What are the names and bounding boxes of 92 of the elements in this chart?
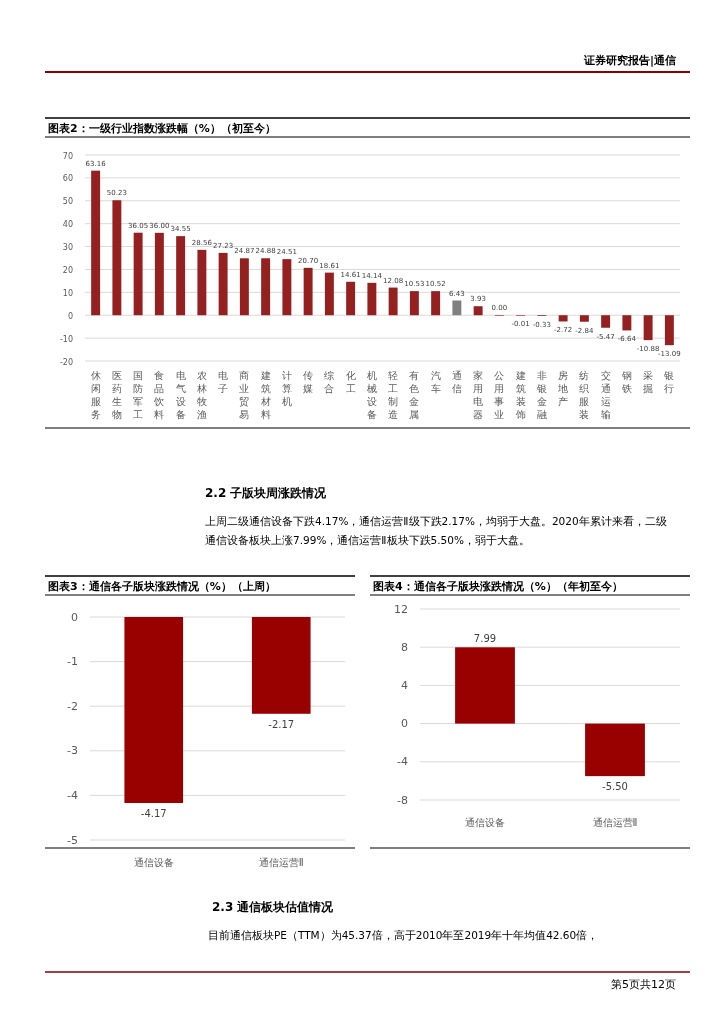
- x-tick-label: 有色金属: [409, 370, 420, 420]
- y-tick-label: -1: [67, 655, 78, 669]
- x-tick-label: 国防军工: [133, 370, 144, 420]
- y-tick-label: -3: [67, 744, 78, 758]
- y-tick-label: -5: [67, 833, 78, 847]
- x-tick-label: 医药生物: [111, 370, 122, 420]
- x-tick-label: 家用电器: [473, 370, 484, 420]
- y-tick-label: -4: [397, 755, 408, 769]
- text: 目前通信板块PE（TTM）为45.37倍，高于2010年至2019年十年均值42.60倍，: [208, 929, 599, 941]
- y-tick-label: 0: [401, 717, 408, 731]
- bar: [346, 281, 356, 316]
- x-tick-label: 化工: [345, 370, 356, 394]
- data-label: 7.99: [473, 633, 497, 645]
- y-tick-label: 8: [401, 640, 408, 654]
- text: 2.2 子版块周涨跌情况: [205, 486, 328, 500]
- y-tick-label: 12: [394, 602, 408, 616]
- text: 上周二级通信设备下跌4.17%，通信运营Ⅱ级下跌2.17%，均弱于大盘。2020年累计来看，二级通信设备板块上涨7.99%，通信运营Ⅱ板块下跌5.50%，弱于大盘。: [205, 515, 667, 546]
- y-tick-label: 0: [71, 610, 78, 624]
- text: 证券研究报告|通信: [582, 54, 676, 67]
- x-tick-label: 银行: [663, 370, 675, 394]
- y-tick-label: 70: [62, 151, 73, 161]
- x-tick-label: 通信: [451, 370, 462, 394]
- x-tick-label: 休闲服务: [90, 370, 101, 420]
- y-tick-label: 0: [67, 311, 73, 321]
- x-tick-label: 建筑材料: [259, 370, 271, 420]
- x-tick-label: 非银金融: [535, 370, 547, 420]
- y-tick-label: -4: [67, 788, 78, 802]
- y-tick-label: 40: [62, 220, 73, 230]
- y-tick-label: -2: [67, 699, 78, 713]
- bar: [473, 306, 483, 316]
- x-tick-label: 通信设备: [465, 817, 505, 828]
- bar: [452, 300, 462, 316]
- x-tick-label: 商业贸易: [239, 370, 250, 420]
- bar: [579, 315, 589, 322]
- x-tick-label: 电气设备: [175, 370, 186, 420]
- data-label: -5.50: [602, 781, 628, 793]
- bar: [367, 282, 377, 316]
- x-tick-label: 农林牧渔: [195, 370, 207, 420]
- x-tick-label: 交通运输: [600, 370, 611, 420]
- bar: [409, 291, 419, 316]
- bar: [643, 315, 653, 341]
- x-tick-label: 建筑装饰: [514, 370, 526, 420]
- y-tick-label: -8: [397, 793, 408, 807]
- x-tick-label: 房地产: [557, 370, 569, 407]
- y-tick-label: 20: [62, 265, 73, 275]
- x-tick-label: 机械设备: [366, 370, 377, 420]
- bar: [112, 200, 122, 316]
- y-tick-label: 50: [62, 197, 73, 207]
- x-tick-label: 纺织服装: [579, 370, 590, 420]
- text: 2.3 通信板块估值情况: [212, 900, 335, 914]
- bar: [324, 272, 334, 316]
- bar: [303, 267, 313, 316]
- bar: [218, 252, 228, 316]
- x-tick-label: 传媒: [303, 370, 314, 394]
- bar: [431, 291, 441, 316]
- x-tick-label: 食品饮料: [153, 370, 165, 420]
- chart-title: 图表4：通信各子版块涨跌情况（%）（年初至今）: [373, 580, 623, 593]
- x-tick-label: 汽车: [430, 370, 441, 394]
- text: 第5页共12页: [611, 978, 676, 991]
- y-tick-label: 4: [401, 678, 408, 692]
- bar: [558, 315, 568, 322]
- y-tick-label: 30: [62, 243, 73, 253]
- bar: [133, 232, 143, 316]
- y-tick-label: -10: [59, 334, 73, 344]
- x-tick-label: 通信运营Ⅱ: [258, 857, 304, 868]
- x-tick-label: 轻工制造: [388, 370, 399, 420]
- bar: [282, 259, 292, 316]
- bar: [601, 315, 611, 328]
- data-label: -2.17: [268, 718, 295, 730]
- bar: [622, 315, 632, 331]
- x-tick-label: 通信运营Ⅱ: [592, 817, 638, 828]
- chart-title: 图表2：一级行业指数涨跌幅（%）（初至今）: [48, 122, 276, 135]
- x-tick-label: 采掘: [643, 370, 654, 394]
- bar: [197, 249, 207, 316]
- y-tick-label: 10: [62, 288, 73, 298]
- bar: [239, 258, 249, 316]
- y-tick-label: -20: [59, 357, 73, 367]
- x-tick-label: 计算机: [281, 370, 292, 407]
- bar: [91, 170, 101, 316]
- chart-title: 图表3：通信各子版块涨跌情况（%）（上周）: [48, 580, 276, 593]
- x-tick-label: 综合: [324, 370, 335, 394]
- y-tick-label: 60: [62, 174, 73, 184]
- x-tick-label: 电子: [218, 370, 229, 394]
- bar: [664, 315, 674, 346]
- bar: [388, 287, 398, 316]
- data-label: -4.17: [140, 807, 167, 819]
- bar: [261, 258, 271, 316]
- x-tick-label: 公用事业: [494, 370, 505, 420]
- bar: [154, 232, 164, 316]
- x-tick-label: 通信设备: [133, 857, 174, 868]
- bar: [176, 236, 186, 316]
- x-tick-label: 钢铁: [620, 370, 632, 394]
